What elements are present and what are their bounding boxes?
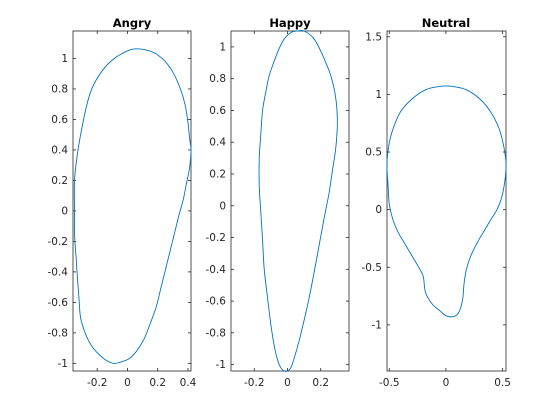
plot-area: [230, 30, 350, 372]
y-tick-label: 1: [61, 53, 68, 65]
x-tick-label: -0.2: [244, 377, 265, 389]
ticks: -0.2 0 0.2 -1 -0.8 -0.6 -0.4 -0.2 0 0.2 0.4 0.6 0.8 1: [206, 31, 349, 389]
x-tick-label: 0: [124, 377, 131, 389]
x-tick-label: -0.5: [379, 377, 400, 389]
y-tick-label: -0.2: [48, 236, 69, 248]
x-tick-label: 0.4: [180, 377, 197, 389]
plot-area: [386, 30, 507, 372]
series-line: [73, 48, 192, 364]
y-tick-label: -0.6: [206, 296, 227, 308]
y-tick-label: 0: [219, 200, 226, 212]
y-tick-label: 0.4: [51, 144, 68, 156]
x-tick-label: 0: [443, 377, 450, 389]
y-tick-label: -1: [58, 358, 68, 370]
y-tick-label: 1: [375, 89, 382, 101]
x-tick-label: 0: [284, 377, 291, 389]
y-tick-label: -0.4: [206, 264, 227, 276]
x-tick-label: -0.2: [87, 377, 108, 389]
chart-title: Angry: [113, 16, 152, 30]
y-tick-label: -1: [216, 359, 226, 371]
y-tick-label: -0.8: [48, 327, 69, 339]
y-tick-label: -0.8: [206, 327, 227, 339]
series-line: [386, 85, 507, 318]
y-tick-label: 0.8: [51, 83, 68, 95]
chart-title: Neutral: [422, 16, 470, 30]
y-tick-label: 1: [219, 41, 226, 53]
y-tick-label: -0.4: [48, 266, 69, 278]
y-tick-label: 0.5: [365, 147, 382, 159]
y-tick-label: 1.5: [365, 31, 382, 43]
x-tick-label: 0.2: [149, 377, 166, 389]
ticks: -0.5 0 0.5 -1 -0.5 0 0.5 1 1.5: [362, 31, 511, 389]
y-tick-label: 0: [375, 204, 382, 216]
y-tick-label: -0.5: [362, 262, 383, 274]
panel-angry: Angry -0.2 0 0.2 0.4 -1 -0.8 -0.6 -0.4 -0.2 0 0.2 0…: [48, 16, 197, 389]
y-tick-label: 0.4: [209, 137, 226, 149]
x-tick-label: 0.5: [494, 377, 511, 389]
ticks: -0.2 0 0.2 0.4 -1 -0.8 -0.6 -0.4 -0.2 0 0.2 0.4 0.6 0…: [48, 31, 197, 389]
y-tick-label: 0.2: [51, 175, 68, 187]
y-tick-label: -0.2: [206, 232, 227, 244]
y-tick-label: 0.6: [209, 105, 226, 117]
chart-title: Happy: [269, 16, 311, 30]
plot-area: [72, 30, 192, 372]
y-tick-label: 0.8: [209, 73, 226, 85]
series-line: [258, 29, 338, 372]
panel-neutral: Neutral -0.5 0 0.5 -1 -0.5 0 0.5 1 1.5: [362, 16, 511, 389]
y-tick-label: -1: [372, 319, 382, 331]
panel-happy: Happy -0.2 0 0.2 -1 -0.8 -0.6 -0.4 -0.2 0 0.2 0.4 0…: [206, 16, 350, 389]
y-tick-label: -0.6: [48, 297, 69, 309]
y-tick-label: 0.6: [51, 114, 68, 126]
x-tick-label: 0.2: [312, 377, 329, 389]
y-tick-label: 0.2: [209, 168, 226, 180]
y-tick-label: 0: [61, 205, 68, 217]
